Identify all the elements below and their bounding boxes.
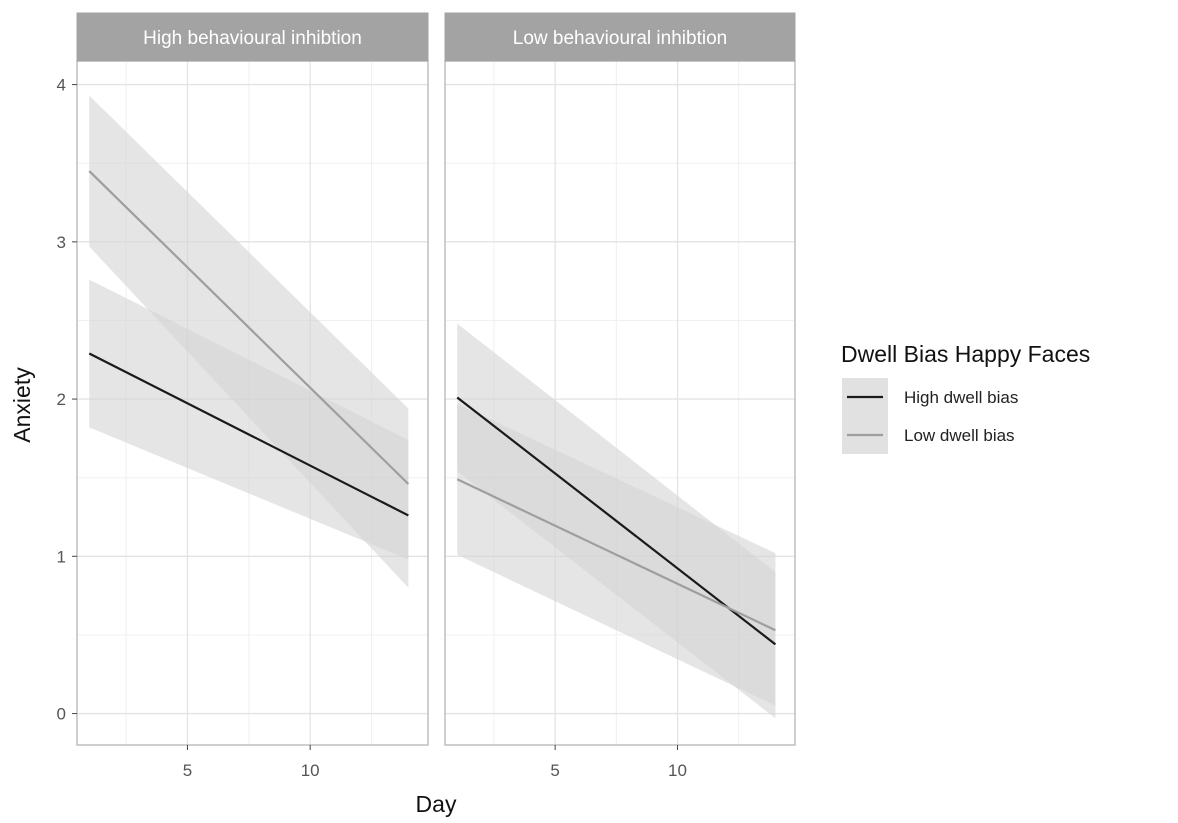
y-tick-label: 1 — [57, 547, 66, 566]
panel-1: High behavioural inhibtion — [76, 12, 429, 746]
x-tick-label: 5 — [183, 761, 192, 780]
legend-title: Dwell Bias Happy Faces — [841, 341, 1090, 367]
panels: High behavioural inhibtion Low behavioura… — [76, 12, 796, 746]
legend-label: Low dwell bias — [904, 426, 1015, 445]
legend: Dwell Bias Happy Faces High dwell bias Lo… — [841, 341, 1090, 454]
x-tick-label: 5 — [550, 761, 559, 780]
axes: 5 10 5 10 0 1 2 3 4 — [57, 76, 687, 780]
y-tick-label: 2 — [57, 390, 66, 409]
y-tick-label: 4 — [57, 76, 66, 95]
legend-label: High dwell bias — [904, 388, 1018, 407]
confidence-ribbon — [89, 95, 409, 588]
x-tick-label: 10 — [301, 761, 320, 780]
facet-strip — [76, 12, 429, 62]
x-axis-title: Day — [416, 791, 457, 817]
panel-2: Low behavioural inhibtion — [444, 12, 796, 746]
facet-strip-title: High behavioural inhibtion — [143, 28, 362, 49]
x-tick-label: 10 — [668, 761, 687, 780]
facet-strip-title: Low behavioural inhibtion — [513, 28, 727, 49]
series-line — [88, 170, 410, 485]
facet-strip — [444, 12, 796, 62]
series-line — [456, 478, 776, 632]
y-axis-title: Anxiety — [9, 367, 35, 443]
series-line — [88, 352, 409, 517]
y-tick-label: 0 — [57, 705, 66, 724]
y-tick-label: 3 — [57, 233, 66, 252]
series-line — [456, 396, 777, 646]
